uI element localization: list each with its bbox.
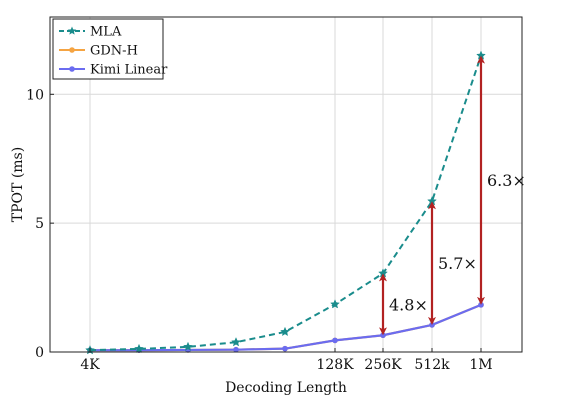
point-mla	[330, 299, 340, 309]
legend-marker-gdn-h	[69, 47, 75, 53]
speedup-label: 6.3×	[487, 171, 526, 190]
point-kimi-linear	[332, 337, 338, 344]
annotations: 4.8× 5.7× 6.3×	[379, 55, 526, 336]
point-kimi-linear	[478, 302, 484, 308]
y-axis-label: TPOT (ms)	[10, 147, 26, 222]
point-kimi-linear	[233, 346, 239, 353]
speedup-label: 5.7×	[438, 254, 477, 273]
x-tick-label: 1M	[469, 357, 492, 373]
legend-label-kimi-linear: Kimi Linear	[90, 63, 168, 78]
legend: MLA GDN-H Kimi Linear	[52, 18, 168, 80]
legend-label-mla: MLA	[90, 25, 122, 40]
point-kimi-linear	[282, 345, 288, 352]
x-tick-label: 256K	[364, 357, 402, 373]
legend-marker-kimi-linear	[69, 66, 75, 72]
point-kimi-linear	[380, 332, 386, 339]
point-mla	[183, 341, 193, 352]
point-mla	[134, 343, 144, 354]
point-mla	[231, 337, 241, 347]
x-axis-label: Decoding Length	[225, 380, 347, 396]
plot-frame	[49, 16, 523, 353]
axes: 4K 128K 256K 512k 1M 0 5 10	[26, 87, 492, 373]
y-tick-label: 5	[35, 216, 44, 232]
series-line-mla	[89, 55, 482, 352]
x-tick-label: 512k	[414, 357, 450, 373]
x-tick-label: 128K	[316, 357, 354, 373]
speedup-label: 4.8×	[389, 295, 428, 314]
y-tick-label: 10	[26, 87, 44, 103]
point-mla	[280, 326, 290, 337]
y-tick-label: 0	[35, 345, 44, 361]
legend-label-gdn-h: GDN-H	[90, 44, 138, 59]
legend-marker-mla	[67, 26, 77, 35]
point-kimi-linear	[429, 322, 435, 328]
x-tick-label: 4K	[80, 357, 100, 373]
